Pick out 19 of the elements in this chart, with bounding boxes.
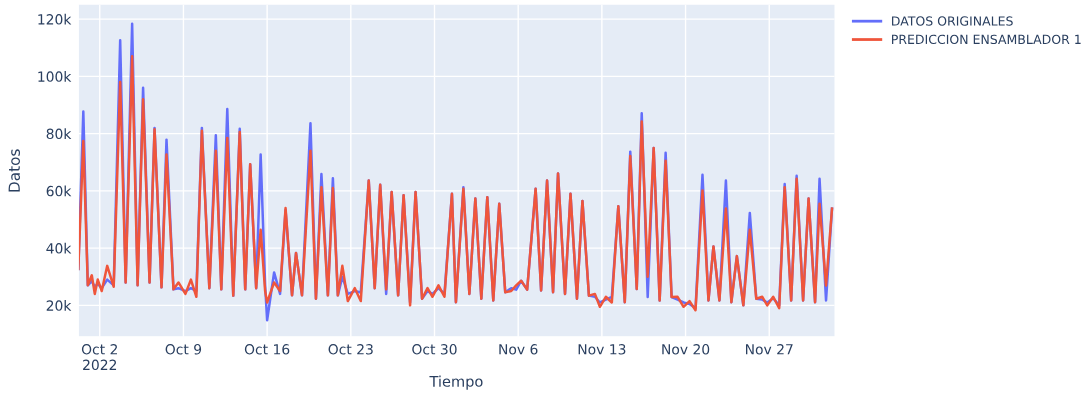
x-tick-label: Oct 9 (165, 344, 202, 355)
x-tick-label: Nov 13 (578, 344, 626, 355)
legend-label: DATOS ORIGINALES (892, 16, 1013, 26)
y-axis-title: Datos (8, 149, 20, 192)
x-axis-title: Tiempo (429, 375, 483, 390)
y-tick-label: 60k (46, 185, 72, 197)
x-tick-label: Oct 2 2022 (81, 344, 117, 371)
legend-label: PREDICCION ENSAMBLADOR 1 (892, 34, 1081, 45)
x-tick-label: Nov 20 (662, 344, 710, 355)
x-tick-label: Oct 30 (412, 344, 457, 355)
x-tick-label: Oct 23 (328, 344, 373, 355)
y-tick-label: 100k (38, 71, 72, 82)
y-tick-label: 80k (46, 128, 72, 140)
x-tick-label: Oct 16 (244, 344, 290, 355)
y-tick-label: 40k (46, 242, 72, 254)
y-tick-label: 20k (46, 300, 72, 311)
x-tick-label: Nov 6 (499, 344, 538, 355)
x-tick-label: Nov 27 (746, 344, 793, 355)
y-tick-label: 120k (38, 13, 72, 25)
